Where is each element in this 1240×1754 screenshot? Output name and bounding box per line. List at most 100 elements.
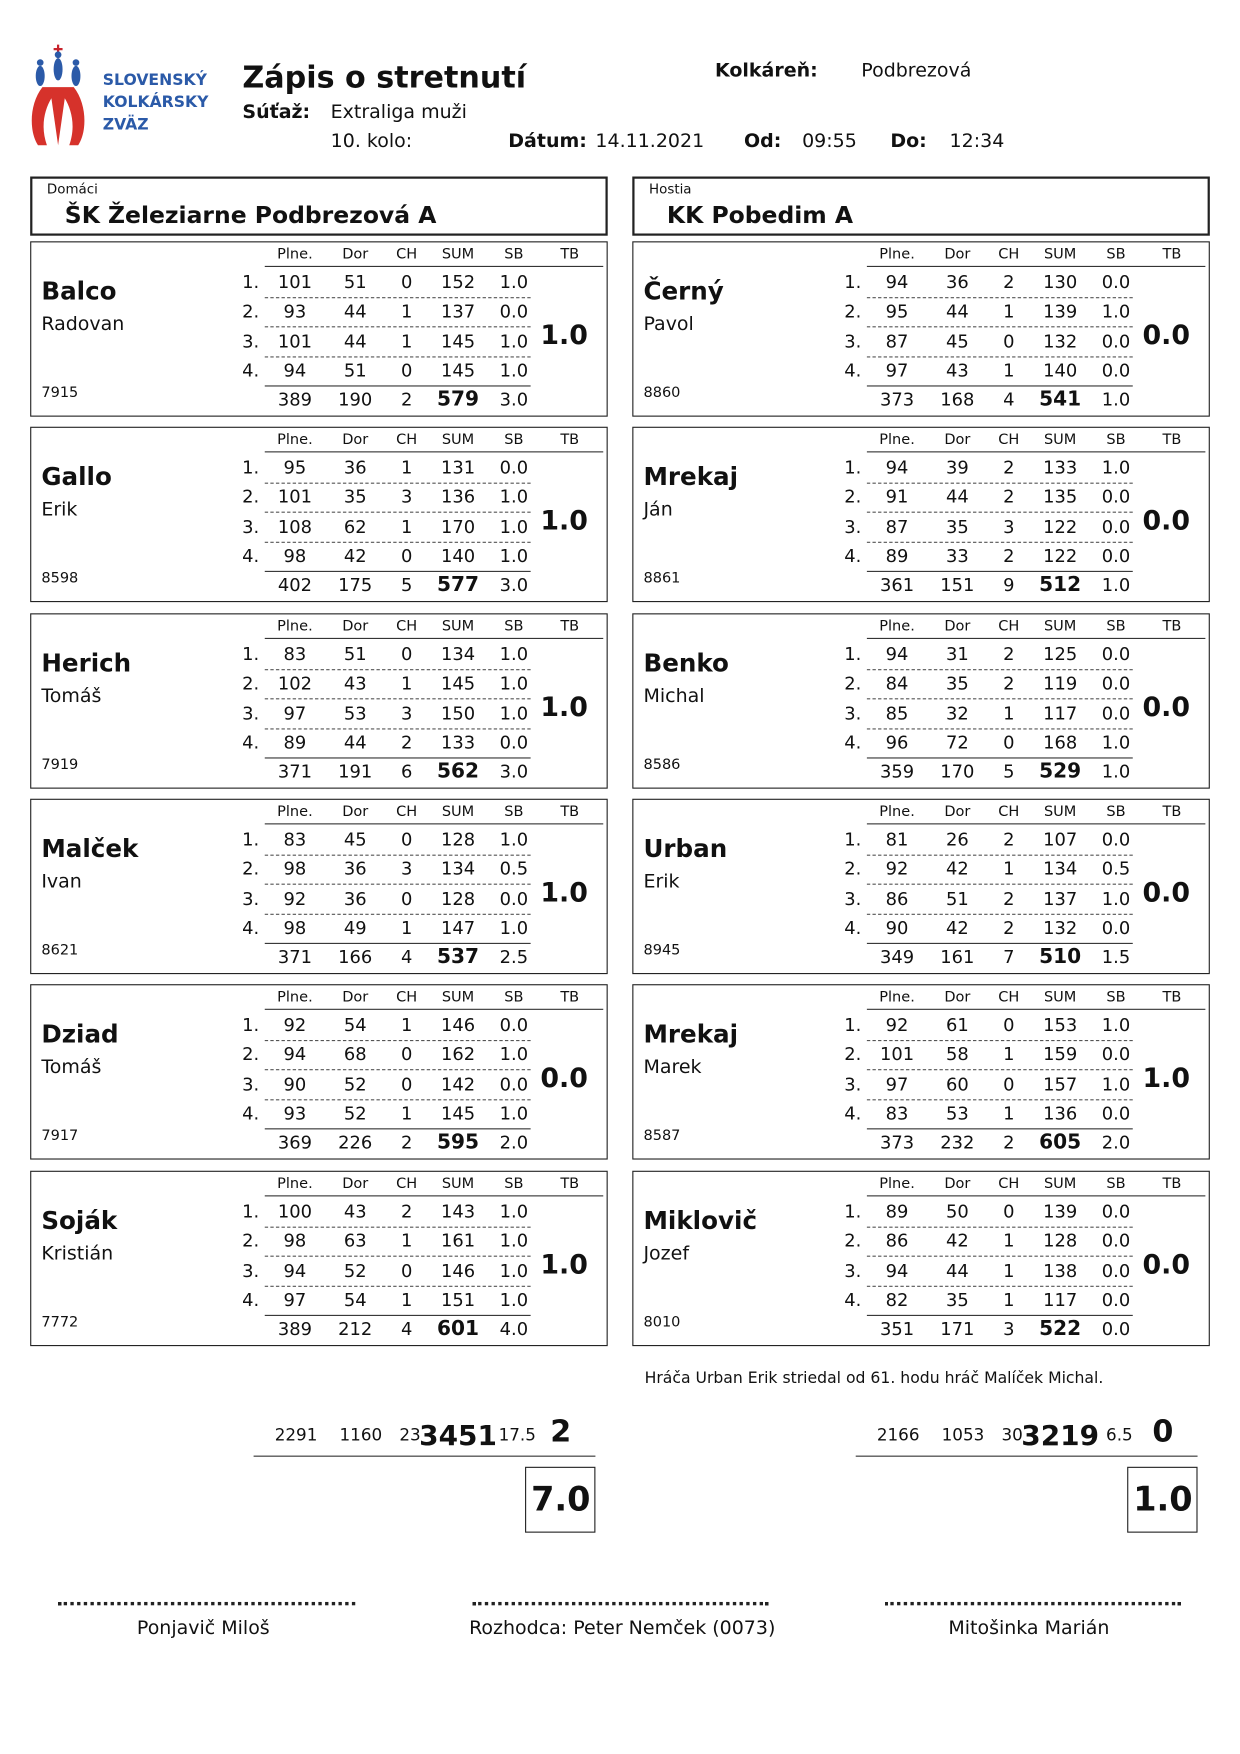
cell: 53 — [343, 702, 367, 724]
cell: 2 — [1003, 486, 1015, 508]
total-cell: 1.0 — [1101, 574, 1131, 596]
cell: 35 — [945, 516, 969, 538]
cell: 1 — [1003, 1259, 1015, 1281]
total-cell: 4.0 — [499, 1317, 529, 1339]
cell: 58 — [945, 1043, 969, 1065]
cell: 1.0 — [1101, 1014, 1131, 1036]
cell: 72 — [945, 731, 969, 753]
cell: 0.0 — [1101, 271, 1131, 293]
first-name: Erik — [643, 870, 680, 894]
row-label: 1. — [242, 643, 260, 665]
row-rule — [264, 1128, 531, 1130]
total-cell: 389 — [277, 388, 312, 410]
cell: 31 — [945, 643, 969, 665]
row-label: 3. — [242, 887, 260, 910]
surname: Urban — [643, 835, 728, 864]
row-label: 1. — [242, 1200, 260, 1222]
cell: 1.0 — [499, 545, 529, 567]
header-rule — [264, 265, 604, 267]
first-name: Ivan — [41, 870, 82, 894]
column-header: Plne. — [277, 432, 313, 449]
cell: 26 — [945, 828, 969, 851]
row-label: 4. — [242, 1102, 260, 1125]
column-header: Plne. — [879, 1175, 915, 1192]
column-header: Dor — [944, 1175, 971, 1192]
cell: 52 — [343, 1102, 367, 1125]
surname: Mrekaj — [643, 1021, 739, 1050]
cell: 1.0 — [499, 702, 529, 724]
column-header: SUM — [441, 617, 475, 635]
surname: Malček — [41, 835, 139, 864]
tb-value: 1.0 — [1142, 1062, 1191, 1094]
cell: 85 — [885, 702, 909, 724]
logo-text: SLOVENSKÝ — [102, 71, 207, 90]
cell: 0 — [400, 1043, 413, 1065]
cell: 1 — [400, 917, 413, 939]
total-cell: 170 — [940, 760, 975, 782]
cell: 161 — [440, 1229, 476, 1251]
cell: 147 — [440, 917, 476, 939]
cell: 2 — [1003, 457, 1015, 479]
cell: 146 — [440, 1014, 476, 1036]
cell: 0.0 — [499, 300, 529, 322]
total-cell: 168 — [940, 388, 975, 410]
cell: 1 — [400, 1102, 413, 1125]
cell: 1 — [400, 1229, 413, 1251]
cell: 0.0 — [1101, 1200, 1131, 1222]
column-header: CH — [998, 803, 1020, 821]
first-name: Ján — [643, 499, 673, 522]
cell: 0.0 — [499, 887, 529, 910]
row-label: 2. — [242, 486, 260, 508]
column-header: CH — [998, 432, 1020, 449]
cell: 97 — [885, 1073, 909, 1095]
total-cell: 351 — [879, 1317, 915, 1339]
cell: 33 — [945, 545, 969, 567]
player-box — [30, 798, 608, 975]
row-rule — [264, 1099, 531, 1101]
total-cell: 605 — [1039, 1130, 1082, 1155]
row-rule — [264, 542, 531, 544]
cell: 145 — [440, 672, 476, 694]
cell: 51 — [343, 359, 367, 381]
header-rule — [264, 637, 604, 639]
cell: 1 — [400, 457, 413, 479]
total-cell: 522 — [1039, 1316, 1082, 1340]
player-id: 8598 — [41, 570, 79, 588]
cell: 0.0 — [1101, 1259, 1131, 1281]
player-id: 8587 — [643, 1127, 681, 1145]
player-box — [632, 427, 1210, 603]
cell: 94 — [885, 271, 909, 293]
column-header: Dor — [944, 617, 971, 635]
cell: 92 — [283, 887, 307, 910]
row-label: 2. — [844, 1229, 862, 1251]
row-label: 1. — [844, 457, 862, 479]
column-header: Plne. — [277, 246, 313, 264]
surname: Černý — [643, 278, 724, 307]
signature: Mitošinka Marián — [948, 1617, 1110, 1640]
total-cell: 537 — [437, 944, 480, 969]
cell: 92 — [885, 1014, 909, 1036]
cell: 3 — [400, 702, 413, 724]
total-cell: 529 — [1039, 759, 1082, 783]
tb-value: 1.0 — [540, 319, 588, 351]
row-label: 4. — [242, 545, 260, 567]
cell: 44 — [343, 731, 367, 753]
column-header: TB — [1162, 617, 1182, 635]
row-label: 1. — [844, 1200, 862, 1222]
total-cell: 402 — [277, 574, 312, 596]
cell: 128 — [440, 828, 476, 851]
cell: 35 — [945, 672, 969, 694]
cell: 35 — [343, 486, 367, 508]
tb-value: 1.0 — [540, 691, 588, 723]
total-cell: 3 — [1003, 1317, 1015, 1339]
row-label: 3. — [242, 1259, 260, 1281]
row-rule — [866, 942, 1133, 944]
cell: 0.0 — [1101, 359, 1131, 381]
row-rule — [264, 1069, 531, 1071]
row-rule — [264, 356, 531, 358]
first-name: Erik — [41, 499, 78, 522]
total-cell: 3.0 — [499, 388, 529, 410]
cell: 1 — [1003, 300, 1015, 322]
end-time: 12:34 — [949, 130, 1005, 153]
